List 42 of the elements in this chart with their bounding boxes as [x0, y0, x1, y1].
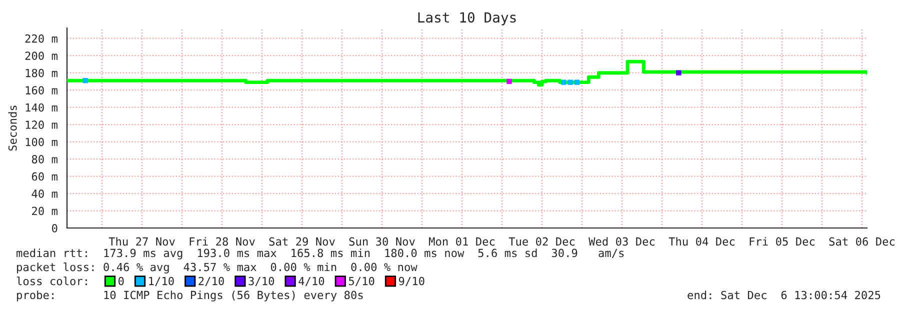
legend-label: 4/10 [298, 276, 324, 286]
legend-label: 2/10 [198, 276, 224, 286]
x-tick-label: Tue 02 Dec [508, 237, 575, 246]
legend-label: 9/10 [398, 276, 424, 286]
x-tick-label: Sat 06 Dec [829, 237, 895, 246]
point [561, 80, 566, 85]
y-tick-label: 40 m [32, 190, 58, 198]
point [506, 78, 512, 84]
text: probe: 10 ICMP Echo Pings (56 Bytes) every 80s [17, 290, 363, 302]
x-tick-label: Fri 28 Nov [190, 237, 255, 246]
point [676, 70, 682, 76]
text: packet loss: 0.46 % avg 43.57 % max 0.00 % min 0.00 % now [17, 262, 418, 274]
point [568, 80, 573, 85]
y-tick-label: 120 m [26, 120, 58, 129]
point [574, 80, 580, 85]
y-tick-label: 140 m [26, 103, 58, 112]
legend-label: 1/10 [149, 276, 174, 286]
y-tick-label: 160 m [26, 86, 58, 94]
x-tick-label: Thu 04 Dec [668, 237, 735, 246]
x-tick-label: Fri 05 Dec [750, 237, 815, 246]
y-tick-label: 180 m [26, 68, 58, 78]
legend-title: loss color: [16, 276, 87, 286]
x-tick-label: Wed 03 Dec [588, 237, 655, 246]
x-tick-label: Sat 29 Nov [269, 237, 335, 246]
y-tick-label: 80 m [32, 155, 58, 164]
y-tick-label: 60 m [32, 172, 58, 181]
chart-title: Last 10 Days [418, 12, 516, 26]
y-tick-label: 220 m [25, 34, 58, 43]
legend-label: 3/10 [248, 276, 274, 286]
y-axis-title: Seconds [8, 106, 17, 151]
point [82, 78, 88, 84]
x-tick-label: Sun 30 Nov [349, 237, 415, 246]
legend-label: 5/10 [348, 276, 374, 286]
y-tick-label: 20 m [32, 206, 58, 216]
y-tick-label: 200 m [25, 52, 58, 60]
y-tick-label: 0 [52, 224, 58, 232]
x-tick-label: Mon 01 Dec [429, 237, 495, 246]
text: end: Sat Dec 6 13:00:54 2025 [688, 290, 880, 300]
y-tick-label: 100 m [26, 138, 58, 146]
legend-label: 0 [118, 276, 124, 286]
x-tick-label: Thu 27 Nov [108, 237, 175, 246]
text: median rtt: 173.9 ms avg 193.0 ms max 165.8 ms min 180.0 ms now 5.6 ms sd 30.9 am/s [16, 248, 624, 260]
